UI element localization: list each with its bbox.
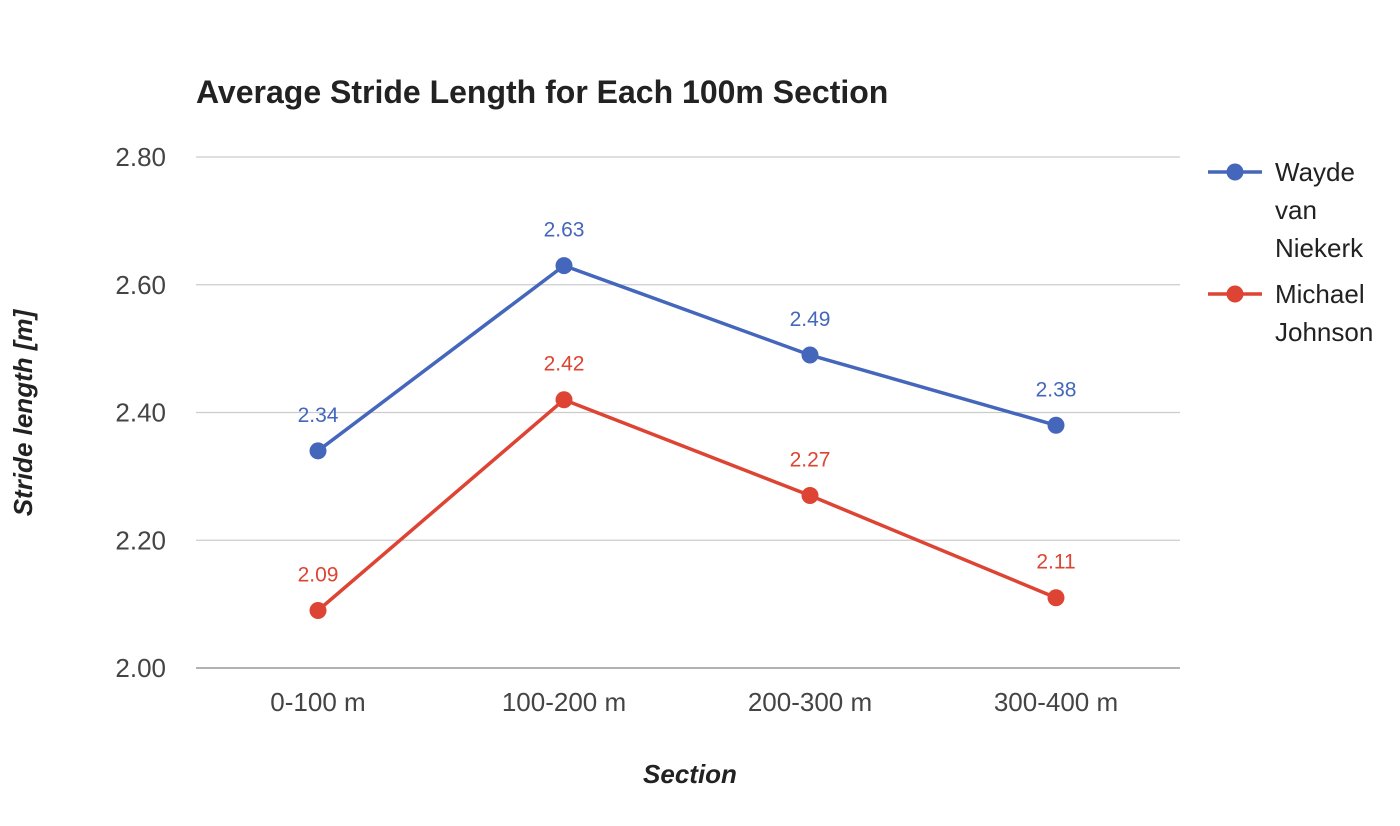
legend-item: Michael Johnson [1208,279,1373,347]
gridlines [196,156,1180,669]
chart-title: Average Stride Length for Each 100m Sect… [196,74,888,110]
legend-swatch-marker [1226,285,1244,303]
series-layer: 2.34 2.63 2.49 2.38 2.09 2.42 2.27 2.11 [298,219,1077,620]
data-point [801,487,819,505]
legend-label: Michael [1275,279,1365,309]
data-point [801,346,819,364]
x-axis-label: Section [643,759,737,789]
data-point [555,257,573,275]
data-label: 2.63 [544,219,585,242]
y-axis-label: Stride length [m] [8,308,38,516]
series-1: 2.34 2.63 2.49 2.38 [298,219,1077,460]
y-axis-ticks: 2.00 2.20 2.40 2.60 2.80 [115,142,166,683]
x-axis-ticks: 0-100 m 100-200 m 200-300 m 300-400 m [270,687,1118,717]
legend-label: Niekerk [1275,233,1364,263]
data-point [1047,416,1065,434]
series-line [316,397,1057,612]
data-point [309,602,327,620]
legend-item: Wayde van Niekerk [1208,157,1364,263]
data-label: 2.27 [790,449,831,472]
data-label: 2.38 [1036,378,1077,401]
x-tick-label: 100-200 m [502,687,626,717]
data-label: 2.09 [298,564,339,587]
x-tick-label: 0-100 m [270,687,365,717]
y-tick-label: 2.60 [115,270,166,300]
data-label: 2.34 [298,404,339,427]
x-tick-label: 200-300 m [748,687,872,717]
data-label: 2.11 [1036,551,1075,574]
data-point [1047,589,1065,607]
data-point [309,442,327,460]
legend-label: van [1275,195,1317,225]
y-tick-label: 2.00 [115,653,166,683]
legend: Wayde van Niekerk Michael Johnson [1208,157,1373,347]
legend-label: Wayde [1275,157,1355,187]
series-line [316,263,1057,453]
x-tick-label: 300-400 m [994,687,1118,717]
y-tick-label: 2.20 [115,525,166,555]
series-2: 2.09 2.42 2.27 2.11 [298,353,1076,620]
y-tick-label: 2.40 [115,398,166,428]
legend-label: Johnson [1275,317,1373,347]
data-label: 2.49 [790,308,831,331]
data-label: 2.42 [544,353,585,376]
legend-swatch-marker [1226,163,1244,181]
data-point [555,391,573,409]
y-tick-label: 2.80 [115,142,166,172]
